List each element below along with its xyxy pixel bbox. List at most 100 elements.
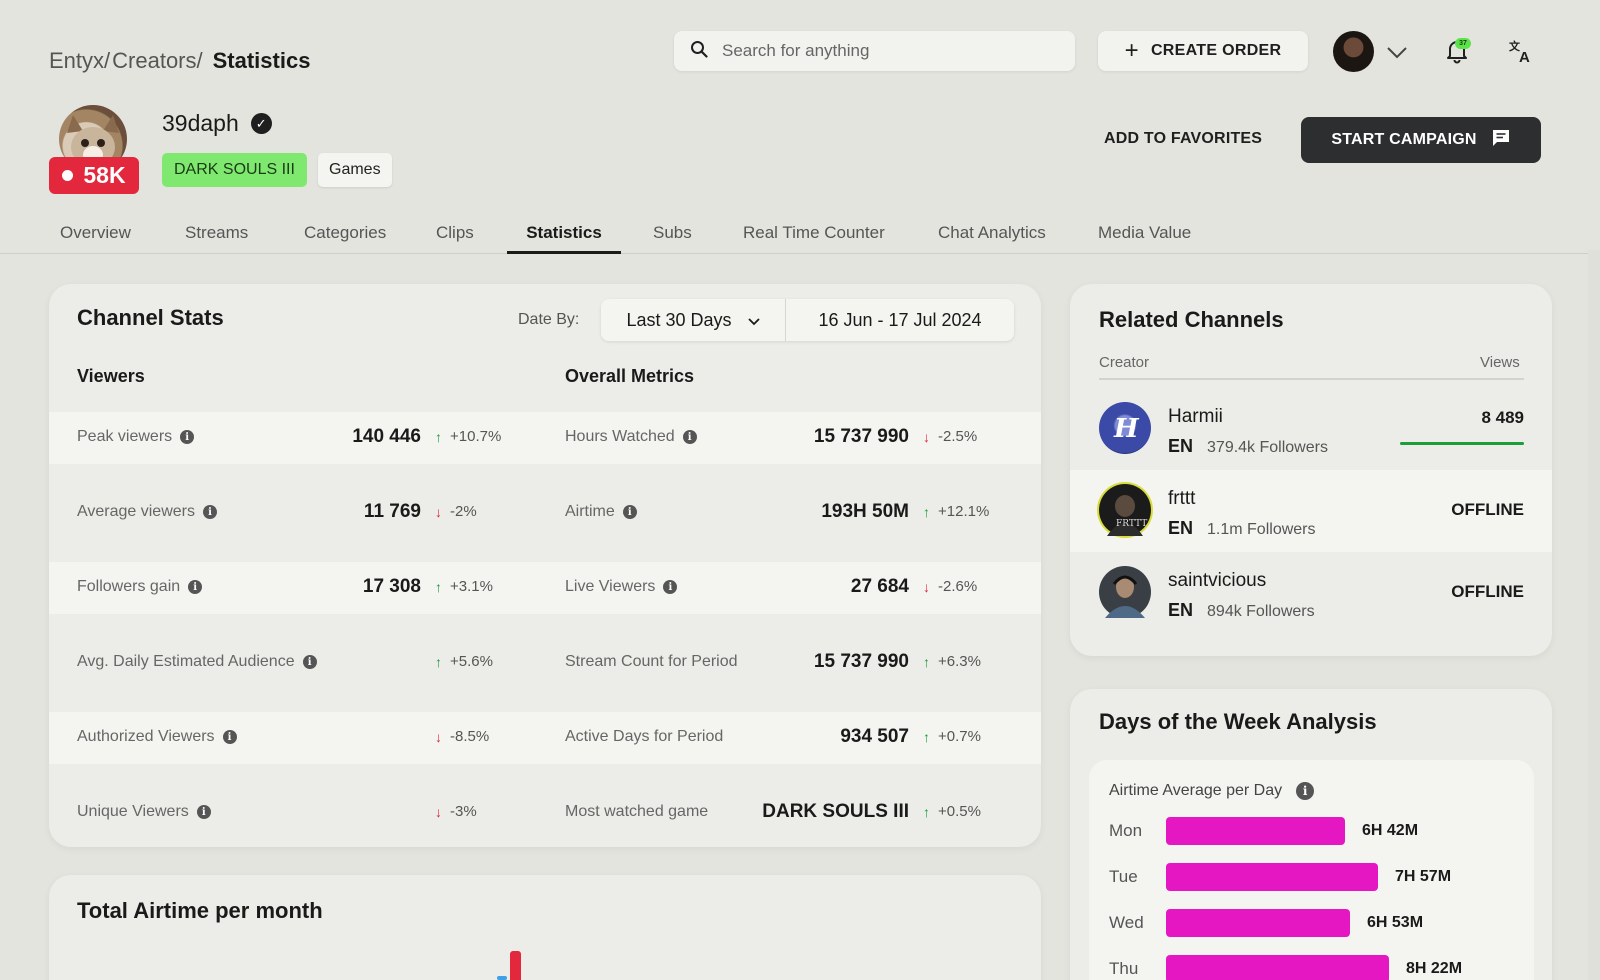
arrow-up-icon: ↑	[923, 653, 930, 670]
translate-icon[interactable]: 文 A	[1508, 38, 1534, 69]
metric-change-value: -2.6%	[938, 578, 978, 595]
metric-change: ↓ -2.5%	[923, 428, 977, 445]
metric-value: 15 737 990	[813, 426, 909, 447]
metric-change-value: +12.1%	[938, 503, 990, 520]
info-icon[interactable]: i	[196, 805, 211, 819]
channel-name[interactable]: Harmii	[1168, 406, 1223, 427]
metric-label: Live Viewers i	[565, 578, 678, 596]
views-progress-fill	[1400, 442, 1524, 445]
tab-real-time-counter[interactable]: Real Time Counter	[743, 223, 885, 242]
channel-name[interactable]: frttt	[1168, 488, 1196, 509]
arrow-down-icon: ↓	[435, 503, 442, 520]
metric-value: 11 769	[363, 501, 421, 522]
channel-meta: EN 379.4k Followers	[1168, 436, 1328, 457]
info-icon[interactable]: i	[302, 655, 317, 669]
metric-label: Peak viewers i	[77, 428, 195, 446]
day-bar[interactable]	[1166, 909, 1350, 937]
plus-icon: +	[1124, 37, 1139, 64]
day-bar[interactable]	[1166, 863, 1378, 891]
metric-label-text: Followers gain	[77, 578, 181, 595]
chevron-down-icon	[747, 310, 760, 331]
metric-change: ↑ +5.6%	[435, 653, 493, 670]
info-icon[interactable]: i	[682, 430, 697, 444]
info-icon[interactable]: i	[1296, 782, 1315, 800]
tab-categories[interactable]: Categories	[304, 223, 387, 242]
arrow-up-icon: ↑	[923, 803, 930, 820]
metric-value: 193H 50M	[821, 501, 909, 522]
breadcrumb-item-creators[interactable]: Creators/	[112, 48, 203, 73]
arrow-up-icon: ↑	[435, 578, 442, 595]
search-box[interactable]	[674, 31, 1075, 71]
metric-change-value: +5.6%	[450, 653, 493, 670]
day-bar[interactable]	[1166, 955, 1389, 980]
metric-label-text: Stream Count for Period	[565, 653, 738, 670]
metric-label: Hours Watched i	[565, 428, 697, 446]
metric-label: Stream Count for Period	[565, 653, 738, 671]
metric-change: ↑ +0.5%	[923, 803, 981, 820]
live-viewers-badge: 58K	[49, 157, 139, 194]
date-filter: Last 30 Days 16 Jun - 17 Jul 2024	[601, 299, 1014, 341]
breadcrumb-item-entyx[interactable]: Entyx/	[49, 48, 111, 73]
day-bar[interactable]	[1166, 817, 1345, 845]
tab-statistics[interactable]: Statistics	[507, 212, 621, 254]
tab-subs[interactable]: Subs	[653, 223, 692, 242]
chevron-down-icon[interactable]	[1385, 40, 1409, 69]
breadcrumb-current: Statistics	[212, 48, 311, 73]
info-icon[interactable]: i	[622, 505, 637, 519]
metric-label: Followers gain i	[77, 578, 203, 596]
metric-label: Unique Viewers i	[77, 803, 211, 821]
airtime-per-day-label: Airtime Average per Day	[1109, 782, 1283, 799]
channel-stats-title: Channel Stats	[77, 305, 224, 330]
info-icon[interactable]: i	[202, 505, 217, 519]
metric-label-text: Unique Viewers	[77, 803, 189, 820]
metric-label-text: Authorized Viewers	[77, 728, 215, 745]
info-icon[interactable]: i	[663, 580, 678, 594]
tab-media-value[interactable]: Media Value	[1098, 223, 1192, 242]
arrow-up-icon: ↑	[923, 503, 930, 520]
channel-status: OFFLINE	[1451, 500, 1524, 519]
airtime-per-month-title: Total Airtime per month	[77, 898, 323, 923]
channel-name[interactable]: saintvicious	[1168, 570, 1267, 591]
notification-badge: 37	[1455, 38, 1471, 49]
category-tag[interactable]: Games	[318, 153, 392, 187]
metric-value: 15 737 990	[813, 651, 909, 672]
live-viewers-count: 58K	[83, 162, 126, 188]
period-select[interactable]: Last 30 Days	[601, 299, 786, 341]
svg-text:A: A	[1519, 49, 1530, 64]
tab-clips[interactable]: Clips	[436, 223, 474, 242]
stats-row	[49, 712, 1041, 764]
tab-streams[interactable]: Streams	[185, 223, 249, 242]
add-to-favorites-button[interactable]: ADD TO FAVORITES	[1104, 130, 1263, 147]
airtime-per-month-card	[49, 875, 1041, 980]
scroll-edge	[1588, 250, 1600, 980]
days-of-week-title: Days of the Week Analysis	[1099, 709, 1377, 734]
metric-label-text: Airtime	[565, 503, 615, 520]
metric-label: Authorized Viewers i	[77, 728, 237, 746]
channel-followers: 379.4k Followers	[1207, 439, 1328, 456]
info-icon[interactable]: i	[222, 730, 237, 744]
tab-overview[interactable]: Overview	[60, 223, 131, 242]
metric-change: ↓ -2%	[435, 503, 477, 520]
search-input[interactable]	[722, 41, 1075, 61]
channel-meta: EN 894k Followers	[1168, 600, 1315, 621]
game-tag[interactable]: DARK SOULS III	[162, 153, 307, 187]
airtime-bar-secondary	[497, 976, 507, 980]
user-avatar[interactable]	[1333, 31, 1374, 72]
info-icon[interactable]: i	[180, 430, 195, 444]
metric-change-value: -2%	[450, 503, 477, 520]
create-order-button[interactable]: + CREATE ORDER	[1098, 31, 1308, 71]
start-campaign-button[interactable]: START CAMPAIGN	[1301, 117, 1541, 163]
info-icon[interactable]: i	[188, 580, 203, 594]
metric-label-text: Average viewers	[77, 503, 195, 520]
metric-value: 140 446	[352, 426, 421, 447]
tab-chat-analytics[interactable]: Chat Analytics	[938, 223, 1046, 242]
arrow-up-icon: ↑	[435, 428, 442, 445]
overall-metrics-title: Overall Metrics	[565, 366, 695, 386]
metric-change: ↑ +0.7%	[923, 728, 981, 745]
metric-change: ↑ +12.1%	[923, 503, 989, 520]
channel-meta: EN 1.1m Followers	[1168, 518, 1316, 539]
period-value: Last 30 Days	[626, 309, 732, 330]
date-range-picker[interactable]: 16 Jun - 17 Jul 2024	[818, 309, 982, 330]
day-label: Tue	[1109, 867, 1138, 886]
live-dot-icon	[62, 170, 74, 181]
